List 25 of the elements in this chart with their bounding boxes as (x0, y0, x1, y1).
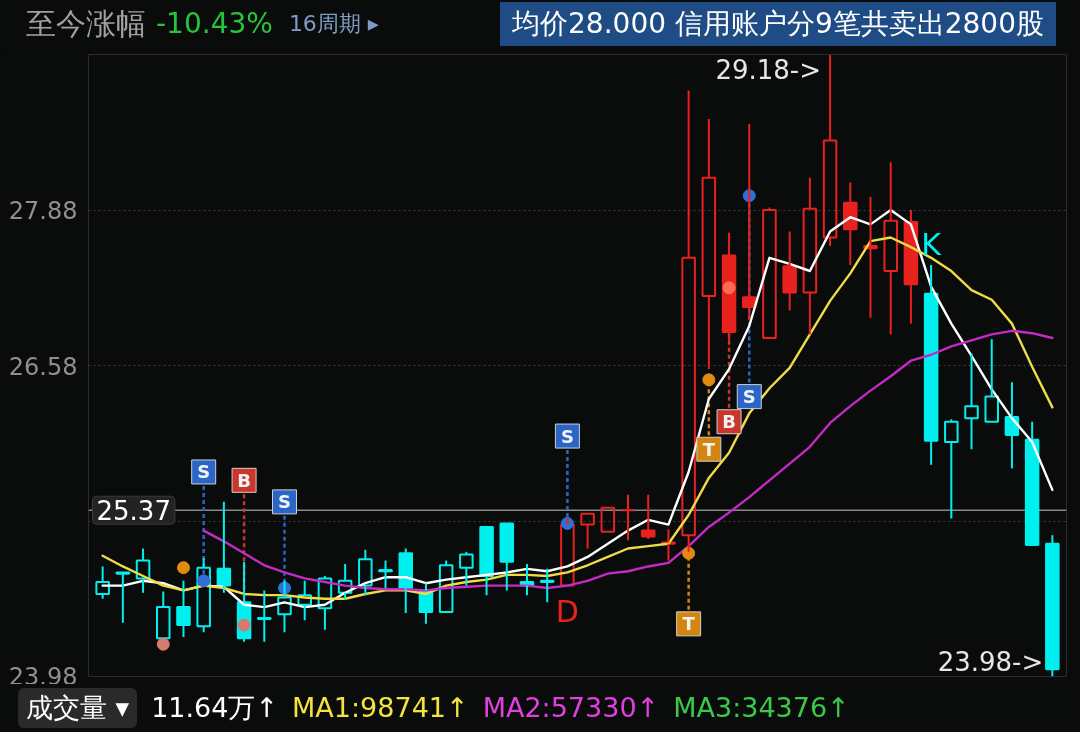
text: MA2:57330↑ (482, 690, 660, 725)
chart-title: 至今涨幅 (26, 4, 146, 43)
data-label: T (702, 438, 716, 460)
text: MA3:34376↑ (673, 690, 850, 725)
text: D (555, 593, 579, 629)
y-tick-label: 26.58 (8, 352, 78, 381)
text: 11.64万↑ (151, 690, 279, 725)
data-label: S (560, 425, 574, 447)
data-label: T (682, 613, 696, 635)
data-label: B (237, 469, 251, 491)
data-label: S (197, 461, 211, 483)
text: 29.18-> (715, 54, 821, 85)
text: 23.98-> (937, 646, 1044, 677)
text: K (921, 227, 941, 263)
data-label: S (742, 386, 756, 408)
ref-line-label: 25.37 (96, 496, 171, 527)
text: MA1:98741↑ (292, 690, 469, 725)
chart-subtitle: -10.43% (156, 6, 273, 42)
text: 16周期 ▸ (288, 10, 379, 39)
text: 均价28.000 信用账户分9笔共卖出2800股 (500, 2, 1056, 46)
data-label: B (722, 411, 736, 433)
y-tick-label: 23.98 (8, 662, 78, 691)
y-tick-label: 27.88 (8, 197, 78, 225)
text: 成交量 ▾ (26, 691, 130, 723)
data-label: S (278, 491, 291, 513)
